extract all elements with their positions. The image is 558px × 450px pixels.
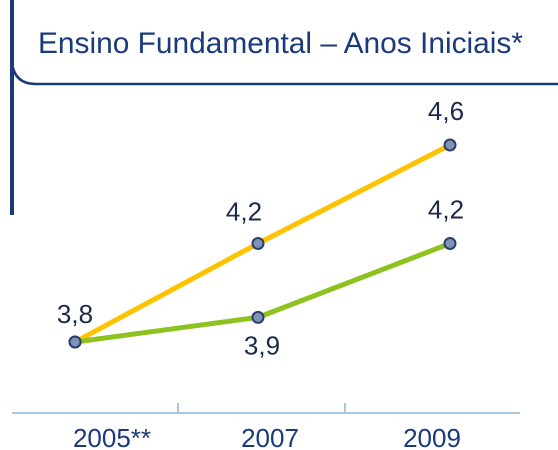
- x-tick-label: 2005**: [73, 423, 151, 450]
- data-label: 3,8: [57, 299, 93, 329]
- series-line: [72, 241, 453, 345]
- point: [251, 237, 265, 250]
- point: [251, 310, 265, 324]
- point: [443, 237, 457, 250]
- data-label: 3,9: [244, 330, 280, 360]
- frame-top: [10, 61, 558, 86]
- data-label: 4,2: [226, 196, 262, 226]
- data-label: 4,6: [428, 96, 464, 126]
- point: [68, 335, 82, 349]
- x-tick-label: 2009: [403, 423, 461, 450]
- x-tick-label: 2007: [241, 423, 299, 450]
- chart-title: Ensino Fundamental – Anos Iniciais*: [38, 27, 523, 60]
- point: [443, 138, 457, 152]
- data-label: 4,2: [428, 194, 464, 224]
